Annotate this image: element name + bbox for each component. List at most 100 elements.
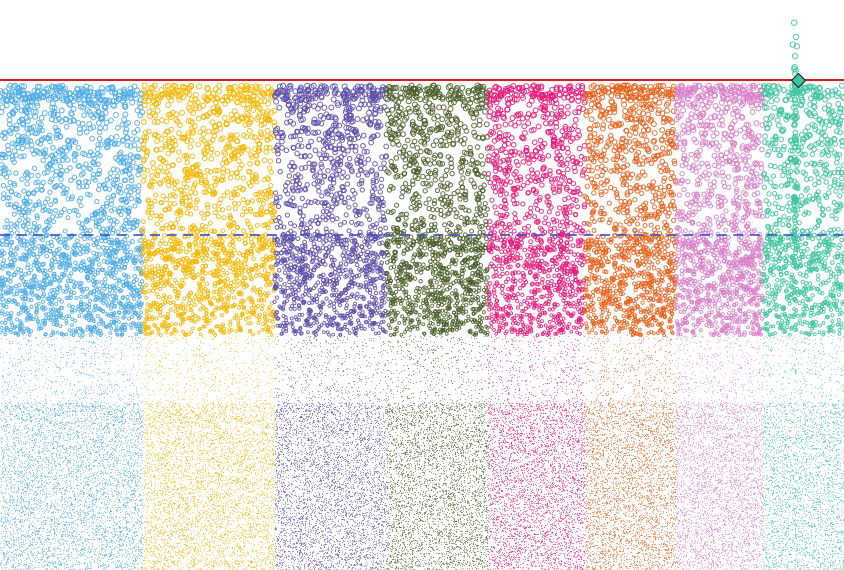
Point [704,435,717,445]
Point [642,155,656,164]
Point [825,536,839,545]
Point [435,503,448,512]
Point [139,536,153,545]
Point [498,463,511,473]
Point [368,184,381,193]
Point [453,511,467,520]
Point [164,518,177,527]
Point [636,438,649,447]
Point [747,488,760,498]
Point [47,403,61,412]
Point [590,258,603,267]
Point [522,495,535,504]
Point [681,190,695,200]
Point [545,450,559,459]
Point [287,406,300,416]
Point [247,386,261,396]
Point [372,446,386,455]
Point [543,492,556,501]
Point [532,432,545,441]
Point [755,260,768,269]
Point [213,511,226,520]
Point [46,551,60,560]
Point [523,361,537,370]
Point [381,242,395,251]
Point [571,437,585,446]
Point [398,263,411,272]
Point [122,510,136,519]
Point [295,447,309,457]
Point [663,315,676,324]
Point [235,528,248,538]
Point [826,500,840,510]
Point [176,262,190,271]
Point [265,557,279,566]
Point [80,503,94,512]
Point [493,428,506,437]
Point [328,480,342,489]
Point [53,428,67,437]
Point [707,487,721,496]
Point [482,532,495,541]
Point [618,391,631,400]
Point [253,561,267,570]
Point [354,158,368,167]
Point [118,166,132,176]
Point [116,158,130,167]
Point [127,398,140,408]
Point [558,305,571,314]
Point [815,522,829,531]
Point [484,445,497,454]
Point [548,355,561,364]
Point [587,429,600,438]
Point [260,194,273,203]
Point [97,446,111,455]
Point [298,540,311,549]
Point [760,408,774,417]
Point [771,504,784,513]
Point [404,467,418,476]
Point [603,515,617,524]
Point [331,551,344,560]
Point [375,182,388,191]
Point [830,249,844,258]
Point [211,559,225,568]
Point [126,98,139,107]
Point [114,439,127,448]
Point [224,373,237,382]
Point [244,559,257,568]
Point [279,268,292,277]
Point [750,405,764,414]
Point [767,401,781,410]
Point [436,490,449,499]
Point [325,543,338,552]
Point [335,534,349,543]
Point [73,558,86,567]
Point [381,408,394,417]
Point [550,217,564,226]
Point [271,515,284,524]
Point [778,527,792,536]
Point [767,516,781,525]
Point [537,553,550,563]
Point [237,380,251,389]
Point [558,293,571,302]
Point [396,479,409,488]
Point [119,417,133,426]
Point [31,477,45,486]
Point [478,494,491,503]
Point [824,506,837,515]
Point [802,265,815,274]
Point [166,223,180,232]
Point [37,423,51,432]
Point [171,392,185,401]
Point [595,262,609,271]
Point [249,303,262,312]
Point [492,488,506,497]
Point [459,503,473,512]
Point [652,482,666,491]
Point [52,550,66,559]
Point [154,481,167,490]
Point [360,341,373,351]
Point [87,315,100,324]
